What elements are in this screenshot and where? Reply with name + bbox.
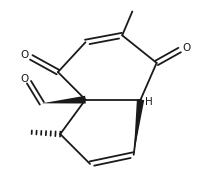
Text: O: O — [182, 43, 190, 53]
Polygon shape — [42, 96, 86, 103]
Text: O: O — [20, 74, 29, 84]
Text: O: O — [21, 50, 29, 60]
Polygon shape — [134, 99, 144, 155]
Text: H: H — [145, 97, 153, 107]
